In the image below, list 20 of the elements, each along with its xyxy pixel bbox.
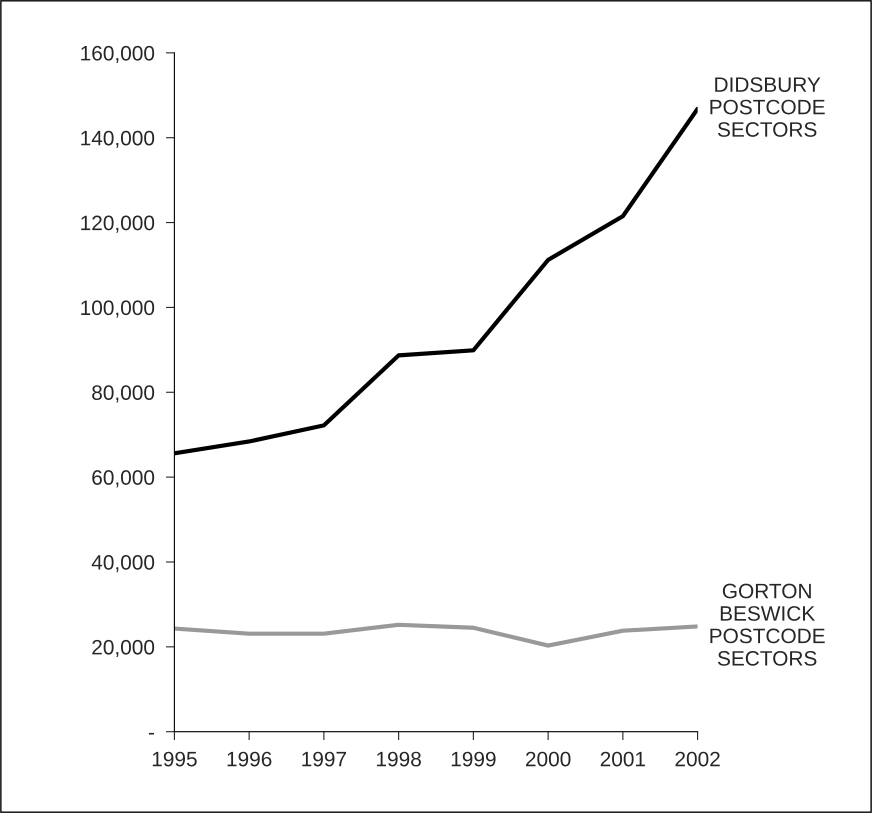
x-tick-label: 1995 bbox=[152, 752, 197, 766]
y-tick-label: 140,000 bbox=[81, 130, 154, 148]
series-label: GORTON BESWICK POSTCODE SECTORS bbox=[710, 584, 825, 666]
y-tick-label: 20,000 bbox=[92, 640, 154, 658]
y-tick-label: 120,000 bbox=[81, 216, 154, 233]
y-tick-label: 80,000 bbox=[92, 385, 154, 402]
y-tick-label: 160,000 bbox=[81, 46, 154, 64]
x-tick-label: 2000 bbox=[526, 752, 570, 766]
y-tick-label: 100,000 bbox=[81, 300, 154, 318]
x-tick-label: 2002 bbox=[675, 752, 720, 766]
x-tick-label: 1997 bbox=[302, 752, 346, 766]
y-tick-label: 60,000 bbox=[92, 470, 154, 488]
x-tick-label: 2001 bbox=[600, 752, 646, 766]
line-series bbox=[174, 622, 698, 648]
y-tick-label: 40,000 bbox=[92, 554, 154, 572]
x-tick-label: 1998 bbox=[377, 752, 421, 766]
series-label: DIDSBURY POSTCODE SECTORS bbox=[710, 77, 825, 137]
y-tick-label: - bbox=[148, 732, 154, 735]
x-tick-label: 1999 bbox=[452, 752, 496, 766]
x-tick-label: 1996 bbox=[228, 752, 272, 766]
